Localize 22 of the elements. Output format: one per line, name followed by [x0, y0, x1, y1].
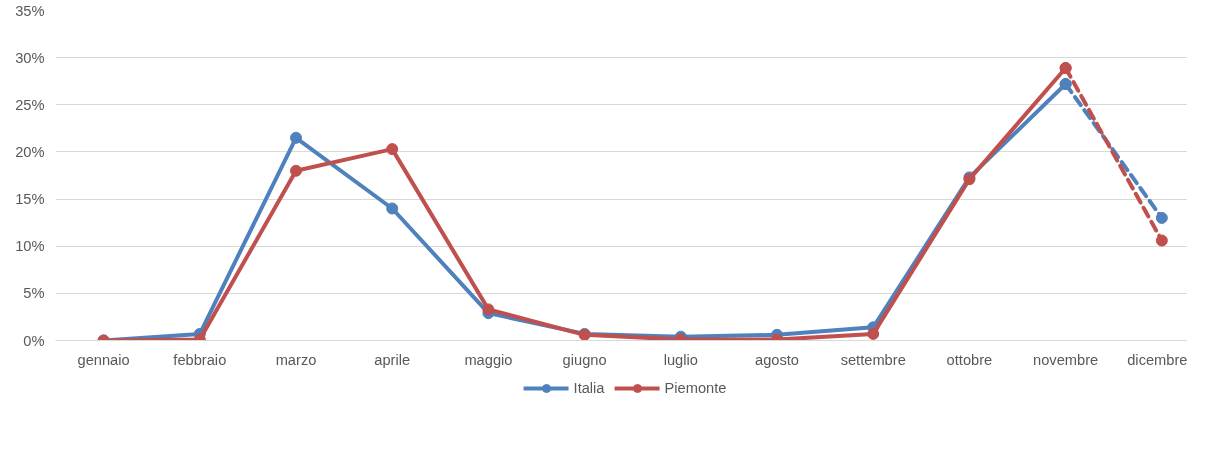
legend-label: Italia	[573, 380, 605, 396]
y-tick-label: 10%	[15, 238, 45, 255]
legend-label: Piemonte	[664, 380, 727, 396]
y-tick-label: 25%	[15, 96, 45, 113]
y-tick-label: 5%	[23, 285, 45, 302]
y-tick-label: 30%	[15, 49, 45, 66]
y-tick-label: 0%	[23, 332, 45, 349]
x-tick-label: novembre	[1033, 351, 1099, 368]
y-tick-label: 35%	[15, 2, 45, 19]
x-tick-label: febbraio	[173, 351, 227, 368]
x-tick-label: marzo	[275, 351, 317, 368]
x-tick-label: gennaio	[77, 351, 130, 368]
x-tick-label: maggio	[464, 351, 513, 368]
x-tick-label: agosto	[755, 351, 800, 368]
x-tick-label: dicembre	[1127, 351, 1188, 368]
x-tick-label: aprile	[374, 351, 411, 368]
x-tick-label: luglio	[663, 351, 698, 368]
y-tick-label: 20%	[15, 143, 45, 160]
y-tick-label: 15%	[15, 191, 45, 208]
x-tick-label: giugno	[562, 351, 607, 368]
x-tick-label: ottobre	[946, 351, 993, 368]
x-tick-label: settembre	[840, 351, 906, 368]
